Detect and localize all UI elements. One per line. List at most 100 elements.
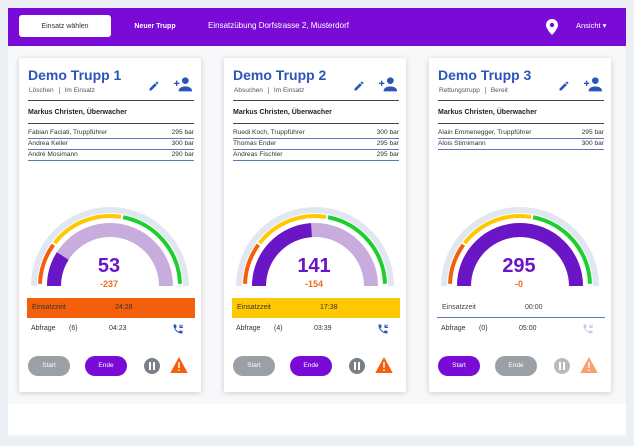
- top-app-bar: Einsatz wählen Neuer Trupp Einsatzübung …: [8, 8, 626, 46]
- member-name: Alain Emmenegger, Truppführer: [438, 129, 532, 136]
- divider: [233, 100, 399, 101]
- member-pressure: 290 bar: [171, 151, 194, 158]
- action-row: Start Ende: [224, 356, 406, 376]
- operation-time-bar: Einsatzzeit 24:28: [27, 298, 195, 318]
- gauge-zone-medium: [463, 214, 532, 245]
- view-menu-button[interactable]: Ansicht ▾: [576, 21, 607, 30]
- action-row: Start Ende: [429, 356, 611, 376]
- add-person-icon[interactable]: [377, 76, 397, 92]
- operation-time-value: 00:00: [525, 304, 543, 311]
- divider: [28, 100, 194, 101]
- operation-time-bar: Einsatzzeit 00:00: [437, 298, 605, 318]
- gauge-fill: [252, 223, 313, 287]
- operation-time-label: Einsatzzeit: [32, 304, 66, 311]
- member-name: André Mosimann: [28, 151, 78, 158]
- member-row[interactable]: André Mosimann 290 bar: [28, 150, 194, 161]
- query-count: (4): [274, 325, 283, 332]
- member-row[interactable]: Andrea Keller 300 bar: [28, 139, 194, 150]
- member-name: Andrea Keller: [28, 140, 68, 147]
- member-pressure: 300 bar: [581, 140, 604, 147]
- member-row[interactable]: Alois Stirnimann 300 bar: [438, 139, 604, 150]
- query-timer: 03:39: [314, 325, 332, 332]
- member-pressure: 295 bar: [376, 140, 399, 147]
- member-list: Ruedi Koch, Truppführer 300 bar Thomas End…: [233, 128, 399, 161]
- start-button[interactable]: Start: [233, 356, 275, 376]
- start-button[interactable]: Start: [438, 356, 480, 376]
- select-operation-button[interactable]: Einsatz wählen: [19, 15, 111, 37]
- member-pressure: 295 bar: [376, 151, 399, 158]
- watcher-name: Markus Christen, Überwacher: [438, 109, 537, 116]
- member-row[interactable]: Thomas Ender 295 bar: [233, 139, 399, 150]
- gauge-outer-track: [31, 207, 189, 287]
- member-list: Fabian Faciati, Truppführer 295 bar Andrea…: [28, 128, 194, 161]
- phone-callback-icon[interactable]: [377, 323, 389, 335]
- gauge-zone-low: [243, 243, 261, 284]
- member-name: Andreas Fischler: [233, 151, 283, 158]
- team-subtitle: Absuchen Im Einsatz: [234, 87, 304, 94]
- gauge-outer-track: [236, 207, 394, 287]
- query-row: Abfrage (0) 05:00: [429, 323, 611, 337]
- add-person-icon[interactable]: [582, 76, 602, 92]
- phone-callback-icon[interactable]: [172, 323, 184, 335]
- edit-icon[interactable]: [353, 80, 365, 92]
- gauge-fill: [457, 223, 583, 287]
- query-label: Abfrage: [236, 325, 261, 332]
- member-row[interactable]: Alain Emmenegger, Truppführer 295 bar: [438, 128, 604, 139]
- gauge-pressure-delta: -154: [304, 279, 323, 289]
- member-pressure: 300 bar: [171, 140, 194, 147]
- operation-time-label: Einsatzzeit: [442, 304, 476, 311]
- gauge-fill: [47, 252, 69, 287]
- warning-icon[interactable]: [375, 357, 393, 373]
- member-pressure: 295 bar: [581, 129, 604, 136]
- team-subtitle: Rettungstrupp Bereit: [439, 87, 508, 94]
- gauge-zone-medium: [258, 214, 327, 245]
- team-card: Demo Trupp 1 Löschen Im Einsatz Markus Ch…: [19, 58, 201, 392]
- add-person-icon[interactable]: [172, 76, 192, 92]
- gauge-zone-high: [532, 215, 592, 284]
- end-button[interactable]: Ende: [290, 356, 332, 376]
- team-title: Demo Trupp 2: [233, 67, 327, 83]
- member-row[interactable]: Fabian Faciati, Truppführer 295 bar: [28, 128, 194, 139]
- team-subtitle: Löschen Im Einsatz: [29, 87, 95, 94]
- gauge-pressure-delta: -237: [99, 279, 118, 289]
- gauge-pressure-value: 295: [502, 255, 536, 277]
- location-pin-icon[interactable]: [546, 19, 558, 35]
- member-name: Thomas Ender: [233, 140, 277, 147]
- new-team-button[interactable]: Neuer Trupp: [124, 15, 186, 37]
- edit-icon[interactable]: [558, 80, 570, 92]
- member-row[interactable]: Andreas Fischler 295 bar: [233, 150, 399, 161]
- pause-icon[interactable]: [144, 358, 160, 374]
- gauge-pressure-delta: -0: [514, 279, 523, 289]
- start-button[interactable]: Start: [28, 356, 70, 376]
- team-type: Löschen: [29, 87, 54, 95]
- warning-icon[interactable]: [580, 357, 598, 373]
- warning-icon[interactable]: [170, 357, 188, 373]
- member-name: Fabian Faciati, Truppführer: [28, 129, 108, 136]
- pressure-gauge: [441, 207, 599, 287]
- gauge-zone-low: [448, 243, 466, 284]
- end-button[interactable]: Ende: [495, 356, 537, 376]
- pause-icon[interactable]: [349, 358, 365, 374]
- divider: [28, 123, 194, 124]
- phone-callback-icon[interactable]: [582, 323, 594, 335]
- team-status: Im Einsatz: [64, 87, 95, 95]
- team-card: Demo Trupp 3 Rettungstrupp Bereit Markus …: [429, 58, 611, 392]
- team-title: Demo Trupp 1: [28, 67, 122, 83]
- member-row[interactable]: Ruedi Koch, Truppführer 300 bar: [233, 128, 399, 139]
- query-timer: 04:23: [109, 325, 127, 332]
- operation-title: Einsatzübung Dorfstrasse 2, Musterdorf: [208, 21, 349, 30]
- gauge-zone-high: [122, 215, 182, 284]
- query-row: Abfrage (6) 04:23: [19, 323, 201, 337]
- member-list: Alain Emmenegger, Truppführer 295 bar Aloi…: [438, 128, 604, 150]
- pressure-gauge: [236, 207, 394, 287]
- gauge-pressure-value: 53: [97, 255, 121, 277]
- operation-time-label: Einsatzzeit: [237, 304, 271, 311]
- divider: [438, 123, 604, 124]
- team-title: Demo Trupp 3: [438, 67, 532, 83]
- pause-icon[interactable]: [554, 358, 570, 374]
- edit-icon[interactable]: [148, 80, 160, 92]
- gauge-zone-high: [327, 215, 387, 284]
- team-status: Bereit: [490, 87, 508, 95]
- action-row: Start Ende: [19, 356, 201, 376]
- end-button[interactable]: Ende: [85, 356, 127, 376]
